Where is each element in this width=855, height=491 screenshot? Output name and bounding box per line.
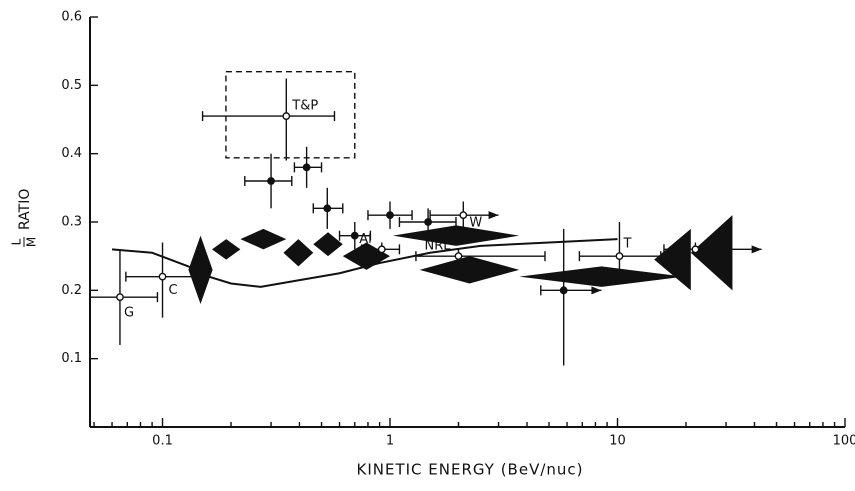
y-fraction-bottom: M <box>25 237 39 247</box>
x-tick-label: 10 <box>609 434 626 449</box>
diamond <box>419 256 520 284</box>
diamond <box>313 232 343 257</box>
y-tick-label: 0.1 <box>61 351 82 366</box>
y-tick-label: 0.3 <box>61 215 82 230</box>
triangle <box>690 215 733 291</box>
x-tick-label: 1 <box>386 434 394 449</box>
y-axis-label-group: L M RATIO <box>10 189 39 248</box>
point-label: NRL <box>424 239 451 254</box>
diamond <box>392 225 520 246</box>
point-label: T <box>622 237 631 252</box>
data-point <box>615 252 624 261</box>
curve <box>111 238 618 288</box>
y-axis-label: RATIO <box>17 189 33 230</box>
y-tick-label: 0.2 <box>61 283 82 298</box>
arrow-head <box>751 245 762 254</box>
x-tick-label: 100 <box>833 434 855 449</box>
data-point <box>559 286 568 295</box>
data-point <box>116 293 124 302</box>
data-point <box>267 177 275 185</box>
arrow-head <box>591 286 602 295</box>
y-tick-label: 0.4 <box>61 146 82 161</box>
point-label: Al <box>359 232 372 247</box>
data-point <box>323 204 332 213</box>
data-point <box>350 231 359 240</box>
data-point <box>377 245 386 254</box>
x-tick-label: 0.1 <box>152 434 173 449</box>
diamond <box>211 239 241 260</box>
diamond <box>283 239 314 267</box>
y-fraction-top: L <box>10 238 24 245</box>
data-point <box>691 245 700 254</box>
data-point <box>282 112 291 120</box>
data-point <box>158 272 167 281</box>
point-label: G <box>124 306 134 321</box>
data-point <box>454 252 463 261</box>
point-label: C <box>169 283 178 298</box>
y-tick-label: 0.5 <box>61 78 82 93</box>
x-axis-label: KINETIC ENERGY (BeV/nuc) <box>357 461 584 479</box>
data-point <box>386 211 394 220</box>
data-point <box>302 163 311 172</box>
triangle <box>654 228 691 291</box>
point-label: W <box>469 216 482 231</box>
y-tick-label: 0.6 <box>61 10 82 25</box>
data-point <box>424 218 432 226</box>
diamond <box>519 266 684 287</box>
data-point <box>459 211 468 220</box>
arrow-head <box>488 211 499 220</box>
dashed-box <box>225 70 356 159</box>
point-label: T&P <box>291 99 318 114</box>
diamond <box>188 235 213 304</box>
diamond <box>240 228 287 250</box>
